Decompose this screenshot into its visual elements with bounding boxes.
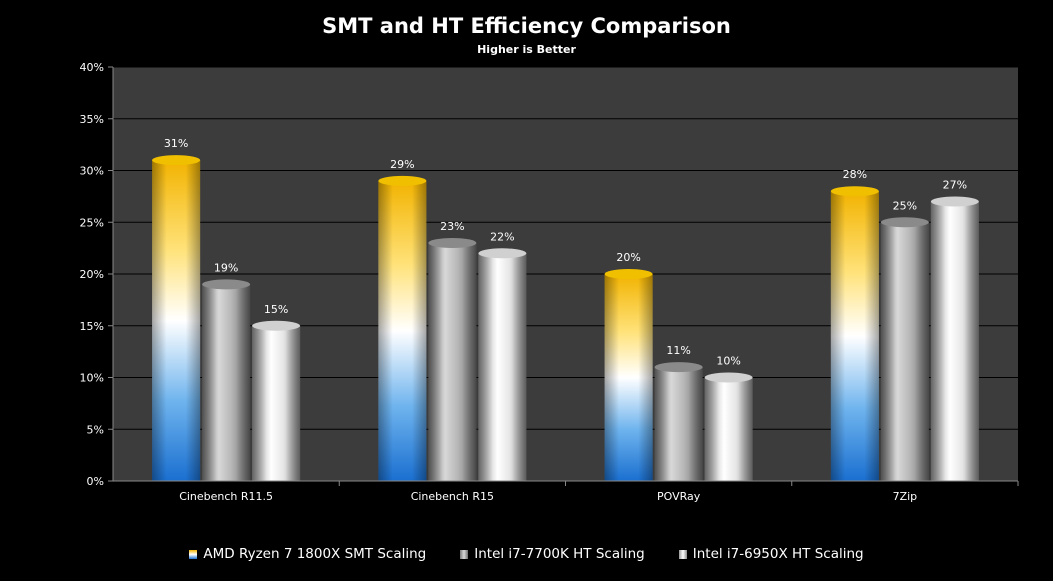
legend-item: Intel i7-6950X HT Scaling (678, 546, 864, 562)
bar-shade (604, 274, 653, 481)
bar: 23% (428, 220, 477, 481)
bar: 29% (378, 158, 427, 481)
y-tick-label: 30% (80, 165, 104, 178)
bar: 22% (478, 230, 527, 481)
data-label: 20% (616, 251, 640, 264)
chart-title: SMT and HT Efficiency Comparison (322, 14, 731, 38)
bar-cap (704, 372, 753, 383)
x-tick-label: Cinebench R11.5 (179, 490, 273, 503)
data-label: 25% (893, 199, 917, 212)
bar-shade (654, 367, 703, 481)
y-tick-label: 10% (80, 372, 104, 385)
data-label: 29% (390, 158, 414, 171)
bar-cap (880, 217, 929, 228)
legend-swatch (189, 549, 198, 559)
y-tick-label: 5% (87, 423, 104, 436)
data-label: 27% (943, 179, 967, 192)
bar: 28% (830, 168, 879, 481)
bar-cap (378, 175, 427, 186)
legend-item: AMD Ryzen 7 1800X SMT Scaling (189, 546, 426, 562)
bar-shade (830, 191, 879, 481)
bar-shade (704, 377, 753, 481)
legend-item: Intel i7-7700K HT Scaling (460, 546, 645, 562)
legend: AMD Ryzen 7 1800X SMT Scaling Intel i7-77… (0, 546, 1053, 562)
bar: 19% (202, 261, 251, 481)
legend-label: Intel i7-7700K HT Scaling (474, 546, 645, 562)
bar-cap (202, 279, 251, 290)
bar-cap (428, 237, 477, 248)
chart-subtitle: Higher is Better (477, 43, 576, 56)
bar-shade (252, 325, 301, 481)
bar-cap (478, 248, 527, 259)
bar: 20% (604, 251, 653, 481)
bar-cap (604, 269, 653, 279)
x-tick-label: 7Zip (893, 490, 918, 503)
y-tick-label: 25% (80, 216, 104, 229)
data-label: 10% (716, 355, 740, 368)
legend-swatch (678, 549, 687, 559)
y-tick-label: 40% (80, 61, 104, 74)
y-tick-label: 15% (80, 320, 104, 333)
bar: 25% (880, 199, 929, 481)
x-tick-label: Cinebench R15 (411, 490, 494, 503)
bar: 11% (654, 344, 703, 481)
y-tick-label: 0% (87, 475, 104, 488)
data-label: 22% (490, 230, 514, 243)
legend-label: Intel i7-6950X HT Scaling (692, 546, 864, 562)
bar-shade (428, 242, 477, 481)
data-label: 23% (440, 220, 464, 233)
bar-shade (478, 253, 527, 481)
y-tick-label: 20% (80, 268, 104, 281)
bar: 10% (704, 355, 753, 481)
bar: 15% (252, 303, 301, 481)
bar: 27% (930, 179, 979, 482)
bar-cap (830, 186, 879, 197)
bar-shade (880, 222, 929, 481)
bar-shade (152, 160, 201, 481)
data-label: 31% (164, 137, 188, 150)
data-label: 28% (843, 168, 867, 181)
bar-cap (654, 362, 703, 373)
bar-cap (252, 320, 301, 331)
bar-cap (930, 196, 979, 207)
data-label: 15% (264, 303, 288, 316)
data-label: 11% (666, 344, 690, 357)
y-tick-label: 35% (80, 113, 104, 126)
bar-cap (152, 155, 201, 166)
bar: 31% (152, 137, 201, 481)
bar-shade (202, 284, 251, 481)
bar-shade (930, 201, 979, 482)
data-label: 19% (214, 261, 238, 274)
x-tick-label: POVRay (657, 490, 701, 503)
legend-swatch (460, 549, 469, 559)
bar-shade (378, 180, 427, 481)
legend-label: AMD Ryzen 7 1800X SMT Scaling (203, 546, 427, 562)
